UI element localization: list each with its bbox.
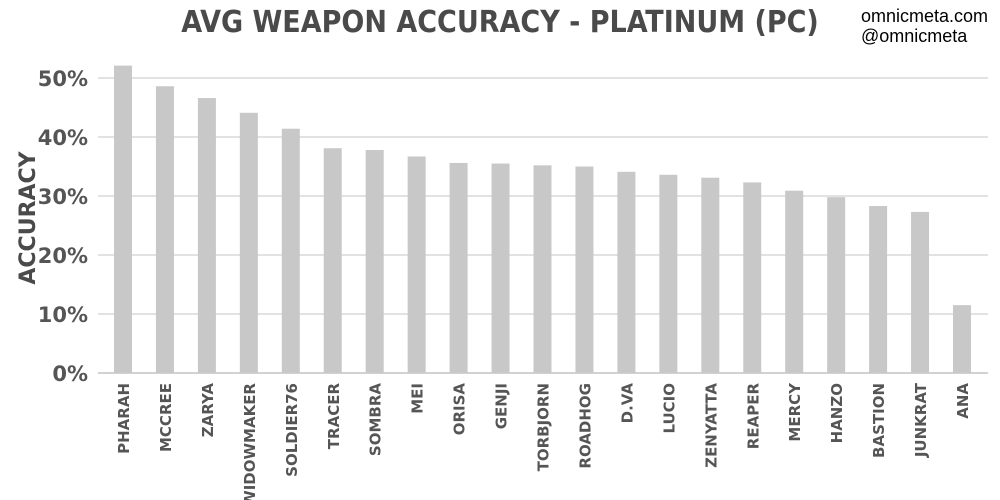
bar-roadhog [575, 166, 594, 373]
bar-mercy [785, 190, 804, 373]
x-tick-label: SOMBRA [367, 383, 385, 456]
x-tick-label: GENJI [493, 383, 511, 429]
x-tick-label: SOLDIER76 [283, 383, 301, 477]
bar-junkrat [911, 211, 930, 373]
bar-mei [407, 156, 426, 373]
y-tick-label: 30% [38, 185, 88, 209]
bar-orisa [449, 162, 468, 373]
x-tick-label: ZENYATTA [702, 383, 720, 468]
y-tick-labels: 0% 10% 20% 30% 40% 50% [38, 67, 88, 386]
bar-zenyatta [701, 177, 720, 373]
bar-soldier76 [281, 128, 300, 373]
y-tick-label: 0% [52, 362, 88, 386]
credits: omnicmeta.com @omnicmeta [861, 6, 988, 46]
credit-site: omnicmeta.com [860, 6, 988, 26]
bar-reaper [743, 182, 762, 373]
y-tick-label: 40% [38, 126, 88, 150]
x-tick-label: MEI [409, 383, 427, 414]
y-tick-label: 50% [38, 67, 88, 91]
x-tick-label: LUCIO [660, 383, 678, 434]
bar-torbjorn [533, 165, 552, 373]
y-tick-label: 10% [38, 303, 88, 327]
bar-genji [491, 163, 510, 373]
x-tick-label: WIDOWMAKER [241, 383, 259, 500]
bar-widowmaker [239, 112, 258, 373]
x-tick-label: ANA [954, 383, 972, 419]
x-tick-label: ROADHOG [576, 383, 594, 469]
bar-lucio [659, 174, 678, 373]
bar-mccree [155, 86, 174, 373]
x-tick-labels: PHARAH MCCREE ZARYA WIDOWMAKER SOLDIER76 TRAC… [115, 382, 972, 500]
x-tick-label: BASTION [870, 383, 888, 458]
bar-hanzo [827, 197, 846, 373]
bar-tracer [323, 148, 342, 373]
x-tick-label: D.VA [618, 383, 636, 424]
x-tick-label: TRACER [325, 383, 343, 450]
x-tick-label: JUNKRAT [912, 382, 930, 458]
bar-bastion [869, 206, 888, 373]
y-tick-label: 20% [38, 244, 88, 268]
x-tick-label: TORBJORN [535, 383, 553, 471]
bar-d-va [617, 171, 636, 373]
x-tick-label: ZARYA [199, 383, 217, 438]
bar-pharah [114, 65, 132, 374]
x-tick-label: ORISA [451, 383, 469, 436]
bars [114, 65, 971, 374]
bar-zarya [197, 98, 216, 373]
chart-title: AVG WEAPON ACCURACY - PLATINUM (PC) [181, 5, 819, 40]
credit-handle: @omnicmeta [860, 26, 968, 46]
x-tick-label: MERCY [786, 382, 804, 442]
y-axis-label: ACCURACY [16, 150, 41, 284]
x-tick-label: PHARAH [115, 383, 133, 454]
x-tick-label: REAPER [744, 383, 762, 450]
x-tick-label: MCCREE [157, 383, 175, 452]
x-tick-label: HANZO [828, 383, 846, 443]
bar-sombra [365, 149, 384, 373]
bar-ana [953, 305, 971, 373]
